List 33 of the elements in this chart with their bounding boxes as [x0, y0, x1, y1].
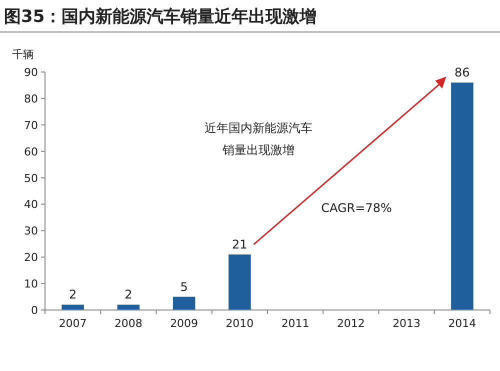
x-tick-label: 2008 [114, 317, 142, 330]
bar [62, 304, 84, 310]
bar [172, 296, 196, 310]
x-tick-label: 2010 [226, 317, 254, 330]
y-tick-label: 0 [31, 304, 38, 317]
annotation: 近年国内新能源汽车 [204, 121, 313, 135]
x-tick-label: 2012 [336, 317, 365, 330]
data-label: 2 [124, 288, 132, 302]
y-tick-label: 20 [24, 251, 38, 264]
y-tick-label: 70 [24, 118, 38, 132]
x-tick-label: 2014 [448, 317, 476, 330]
bar [117, 304, 140, 310]
data-label: 21 [232, 237, 248, 252]
x-tick-label: 2009 [170, 317, 198, 330]
y-axis-title: 千辆 [12, 48, 34, 61]
y-tick-label: 80 [24, 92, 38, 106]
y-tick-label: 40 [24, 198, 38, 212]
data-label: 5 [180, 280, 188, 294]
data-label: 86 [454, 66, 470, 80]
y-tick-label: 10 [24, 278, 38, 291]
x-tick-label: 2011 [281, 317, 310, 330]
annotation: 销量出现激增 [222, 143, 295, 157]
y-tick-label: 60 [24, 145, 38, 158]
annotation: CAGR=78% [321, 201, 392, 215]
y-tick-label: 90 [24, 66, 38, 79]
y-tick-label: 30 [24, 224, 38, 238]
chart-title: 图35：国内新能源汽车销量近年出现激增 [4, 7, 317, 27]
x-tick-label: 2013 [392, 317, 421, 330]
x-tick-label: 2007 [58, 317, 87, 330]
data-label: 2 [68, 288, 77, 302]
y-tick-label: 50 [24, 172, 38, 185]
bar [451, 82, 474, 310]
bar [228, 254, 251, 310]
